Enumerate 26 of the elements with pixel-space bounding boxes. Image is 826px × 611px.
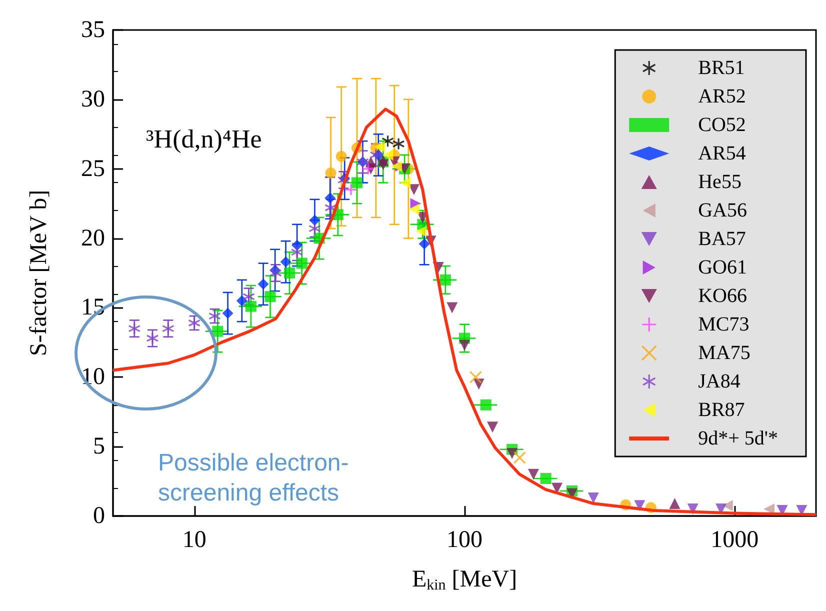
y-tick-label: 0 — [93, 503, 105, 529]
legend-label: AR52 — [698, 86, 746, 108]
legend-label: MA75 — [698, 342, 750, 364]
legend-label: BR51 — [698, 57, 745, 79]
legend-label: He55 — [698, 171, 742, 193]
y-tick-label: 5 — [93, 434, 105, 460]
legend-label: MC73 — [698, 314, 750, 336]
annotation: ³H(d,n)⁴He — [146, 124, 262, 154]
legend-label: GO61 — [698, 256, 748, 278]
x-tick-label: 100 — [446, 527, 482, 553]
y-tick-label: 20 — [81, 225, 105, 252]
legend-label: GA56 — [698, 200, 748, 222]
y-tick-label: 30 — [81, 86, 105, 112]
y-tick-label: 25 — [81, 156, 105, 182]
y-tick-label: 35 — [81, 17, 105, 43]
legend-label: AR54 — [698, 142, 746, 164]
x-tick-label: 10 — [182, 527, 206, 553]
annotation: Possible electron- screening effects — [158, 450, 349, 506]
legend-label: BR87 — [698, 399, 745, 421]
legend-label: KO66 — [698, 285, 748, 307]
legend-label: 9d*+ 5d'* — [698, 428, 778, 450]
legend-label: CO52 — [698, 114, 746, 136]
legend-label: BA57 — [698, 228, 746, 250]
x-tick-label: 1000 — [710, 527, 759, 553]
legend-label: JA84 — [698, 370, 740, 392]
y-axis-title: S-factor [MeV b] — [26, 190, 52, 356]
